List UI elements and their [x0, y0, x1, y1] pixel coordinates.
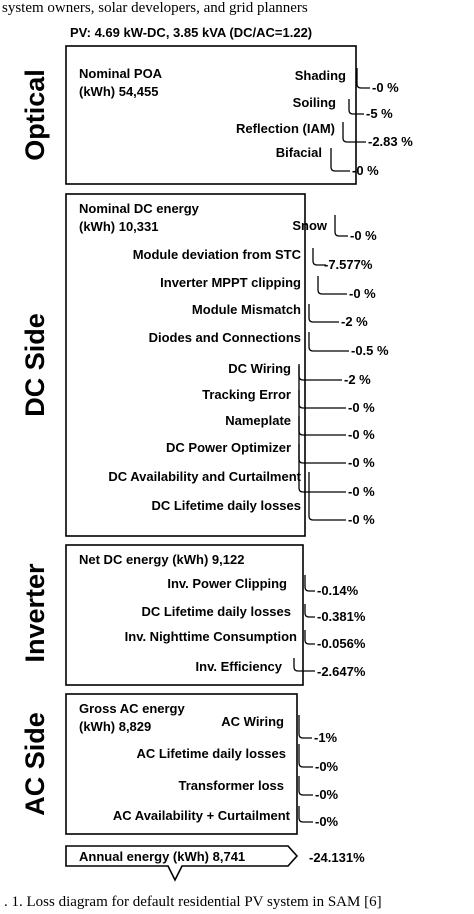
dc-loss-value: -0 %: [348, 400, 375, 415]
optical-loss-label: Bifacial: [276, 145, 322, 160]
optical-box: [65, 45, 357, 185]
dc-loss-label: DC Lifetime daily losses: [151, 498, 301, 513]
dc-loss-label: Module deviation from STC: [133, 247, 302, 262]
dc-loss-value: -0.5 %: [351, 343, 389, 358]
optical-section-title: Optical: [20, 69, 50, 161]
ac-loss-label: Transformer loss: [179, 778, 285, 793]
loss-connector: [334, 215, 348, 237]
inverter-loss-label: Inv. Efficiency: [196, 659, 283, 674]
optical-loss-value: -2.83 %: [368, 134, 413, 149]
dc-loss-label: DC Wiring: [228, 361, 291, 376]
dc-head-line2: (kWh) 10,331: [79, 219, 158, 234]
dc-loss-value: -2 %: [344, 372, 371, 387]
inverter-loss-value: -0.14%: [317, 583, 359, 598]
dc-loss-label: Diodes and Connections: [149, 330, 301, 345]
optical-loss-value: -0 %: [352, 163, 379, 178]
annual-section: Annual energy (kWh) 8,741 -24.131%: [65, 845, 365, 882]
ac-box: [65, 693, 298, 835]
dc-loss-value: -0 %: [348, 455, 375, 470]
dc-loss-label: Inverter MPPT clipping: [160, 275, 301, 290]
inverter-loss-label: Inv. Nighttime Consumption: [125, 629, 297, 644]
loss-connector: [298, 390, 346, 436]
dc-section-title: DC Side: [20, 313, 50, 417]
loss-connector: [298, 366, 346, 409]
loss-connector: [312, 248, 326, 266]
loss-connector: [308, 472, 346, 521]
ac-loss-value: -0%: [315, 814, 339, 829]
dc-section: DC Side Nominal DC energy (kWh) 10,331 S…: [20, 193, 389, 537]
inverter-section-title: Inverter: [20, 563, 50, 663]
inverter-loss-value: -2.647%: [317, 664, 366, 679]
dc-loss-label: Module Mismatch: [192, 302, 301, 317]
dc-loss-value: -0 %: [350, 228, 377, 243]
system-label: PV: 4.69 kW-DC, 3.85 kVA (DC/AC=1.22): [70, 25, 312, 40]
dc-head-line1: Nominal DC energy: [79, 201, 200, 216]
optical-section: Optical Nominal POA (kWh) 54,455 Shading…: [20, 45, 413, 185]
ac-head-line2: (kWh) 8,829: [79, 719, 151, 734]
loss-connector: [304, 575, 315, 592]
annual-energy-label: Annual energy (kWh) 8,741: [79, 849, 245, 864]
ac-loss-value: -0%: [315, 759, 339, 774]
ac-loss-value: -1%: [314, 730, 338, 745]
loss-connector: [348, 99, 364, 115]
annual-energy-arrow: [65, 845, 299, 882]
header-caption: system owners, solar developers, and gri…: [2, 0, 308, 16]
optical-loss-label: Shading: [295, 68, 346, 83]
dc-loss-label: Nameplate: [225, 413, 291, 428]
annual-total-loss: -24.131%: [309, 850, 365, 865]
inverter-section: Inverter Net DC energy (kWh) 9,122 Inv. …: [20, 544, 366, 686]
inverter-loss-value: -0.381%: [317, 609, 366, 624]
inverter-box: [65, 544, 304, 686]
dc-loss-value: -0 %: [349, 286, 376, 301]
loss-connector: [304, 604, 315, 618]
dc-loss-value: -0 %: [348, 512, 375, 527]
dc-loss-label: DC Power Optimizer: [166, 440, 291, 455]
loss-connector: [330, 148, 350, 172]
dc-box: [65, 193, 306, 537]
dc-loss-value: -0 %: [348, 484, 375, 499]
loss-connector: [298, 806, 313, 823]
dc-loss-label: Snow: [292, 218, 328, 233]
optical-loss-value: -0 %: [372, 80, 399, 95]
ac-section: AC Side Gross AC energy (kWh) 8,829 AC W…: [20, 693, 339, 835]
optical-loss-label: Reflection (IAM): [236, 121, 335, 136]
dc-loss-label: Tracking Error: [202, 387, 291, 402]
loss-connector: [308, 332, 349, 352]
loss-connector: [304, 630, 315, 645]
inverter-loss-label: DC Lifetime daily losses: [141, 604, 291, 619]
ac-loss-label: AC Lifetime daily losses: [136, 746, 286, 761]
loss-connector: [298, 444, 346, 493]
loss-connector: [298, 776, 313, 796]
optical-head-line2: (kWh) 54,455: [79, 84, 158, 99]
ac-head-line1: Gross AC energy: [79, 701, 185, 716]
inverter-loss-value: -0.056%: [317, 636, 366, 651]
inverter-loss-label: Inv. Power Clipping: [167, 576, 287, 591]
loss-connector: [356, 68, 370, 89]
optical-loss-value: -5 %: [366, 106, 393, 121]
dc-loss-value: -2 %: [341, 314, 368, 329]
loss-connector: [298, 744, 313, 768]
optical-head-line1: Nominal POA: [79, 66, 163, 81]
loss-connector: [308, 304, 339, 323]
ac-loss-label: AC Wiring: [221, 714, 284, 729]
optical-loss-label: Soiling: [293, 95, 336, 110]
ac-loss-label: AC Availability + Curtailment: [113, 808, 291, 823]
inverter-head-line1: Net DC energy (kWh) 9,122: [79, 552, 244, 567]
figure-caption: . 1. Loss diagram for default residentia…: [4, 894, 382, 910]
loss-connector: [298, 416, 346, 464]
dc-loss-value: -0 %: [348, 427, 375, 442]
loss-connector: [298, 715, 312, 739]
loss-connector: [293, 658, 315, 672]
ac-section-title: AC Side: [20, 712, 50, 816]
dc-loss-label: DC Availability and Curtailment: [108, 469, 301, 484]
dc-loss-value: -7.577%: [324, 257, 373, 272]
loss-connector: [317, 276, 347, 295]
ac-loss-value: -0%: [315, 787, 339, 802]
loss-connector: [342, 122, 366, 143]
